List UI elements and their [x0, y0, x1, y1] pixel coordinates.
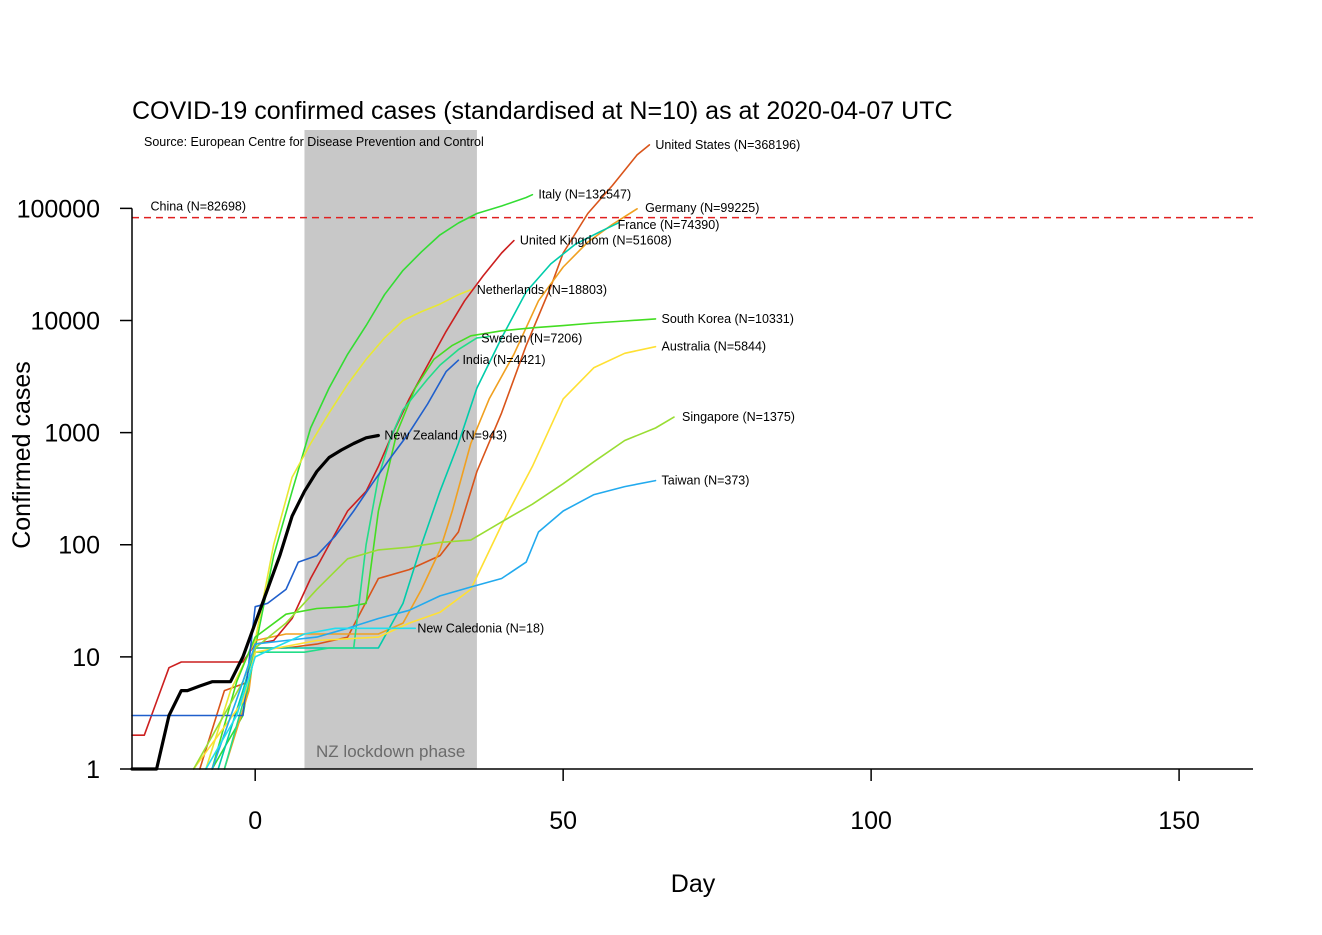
y-tick-label: 100	[58, 532, 100, 560]
series-label-india: India (N=4421)	[462, 353, 545, 367]
series-label-united-kingdom: United Kingdom (N=51608)	[520, 234, 672, 248]
series-label-new-zealand: New Zealand (N=943)	[384, 428, 507, 442]
label-layer: United States (N=368196) Italy (N=132547)…	[384, 138, 800, 635]
series-label-italy: Italy (N=132547)	[538, 188, 631, 202]
y-tick-label: 10	[72, 644, 100, 672]
chart-source: Source: European Centre for Disease Prev…	[144, 135, 484, 149]
series-label-france: France (N=74390)	[618, 218, 720, 232]
series-line-south-korea	[211, 318, 657, 770]
series-line-new-caledonia	[205, 627, 417, 770]
series-line-italy	[211, 193, 534, 770]
china-reference-label: China (N=82698)	[150, 200, 246, 214]
lockdown-band-layer: NZ lockdown phase	[304, 130, 477, 769]
axes-layer: 0 50 100 150 1 10 100 1000 10000 100000	[17, 195, 1253, 835]
y-tick-label: 1	[86, 756, 100, 784]
y-axis-title: Confirmed cases	[8, 361, 36, 549]
lockdown-band	[304, 130, 477, 769]
x-tick-label: 150	[1158, 807, 1200, 835]
series-label-new-caledonia: New Caledonia (N=18)	[417, 621, 544, 635]
series-line-singapore	[192, 416, 675, 770]
chart-title: COVID-19 confirmed cases (standardised a…	[132, 97, 953, 125]
lockdown-band-label: NZ lockdown phase	[316, 742, 465, 761]
series-line-taiwan	[211, 479, 657, 770]
y-tick-label: 1000	[44, 420, 100, 448]
y-tick-label: 10000	[30, 307, 100, 335]
x-axis-title: Day	[671, 870, 716, 898]
series-label-taiwan: Taiwan (N=373)	[662, 474, 750, 488]
x-tick-label: 50	[549, 807, 577, 835]
series-label-netherlands: Netherlands (N=18803)	[477, 283, 607, 297]
series-label-germany: Germany (N=99225)	[645, 201, 759, 215]
series-line-india	[131, 359, 460, 717]
reference-line-layer: China (N=82698)	[132, 200, 1253, 219]
series-line-sweden	[223, 335, 491, 770]
series-line-germany	[223, 208, 638, 770]
series-layer	[130, 144, 675, 771]
x-tick-label: 100	[850, 807, 892, 835]
y-tick-label: 100000	[17, 195, 100, 223]
series-label-sweden: Sweden (N=7206)	[481, 331, 582, 345]
x-tick-label: 0	[248, 807, 262, 835]
series-line-australia	[192, 345, 657, 770]
series-line-united-kingdom	[131, 239, 515, 737]
series-line-new-zealand	[130, 433, 380, 771]
series-label-south-korea: South Korea (N=10331)	[662, 312, 794, 326]
series-label-australia: Australia (N=5844)	[662, 340, 767, 354]
series-label-united-states: United States (N=368196)	[655, 138, 800, 152]
series-label-singapore: Singapore (N=1375)	[682, 410, 795, 424]
